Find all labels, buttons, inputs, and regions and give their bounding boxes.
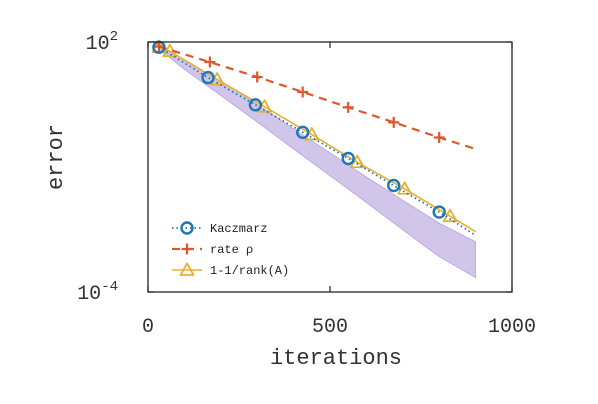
confidence-band [158, 44, 476, 279]
rate-marker [433, 132, 445, 144]
kaczmarz-marker [248, 98, 263, 112]
kaczmarz-marker [296, 125, 310, 140]
legend-label: Kaczmarz [210, 222, 268, 236]
y-tick-base: 10 [86, 33, 110, 56]
series-layer [151, 39, 477, 237]
y-tick-label: 10-4 [77, 279, 118, 306]
y-tick-base: 10 [77, 283, 101, 306]
rate-marker [342, 101, 354, 113]
band-area [158, 44, 476, 279]
series-line [158, 45, 476, 151]
kaczmarz-marker [432, 205, 446, 219]
y-tick-label: 102 [86, 29, 118, 56]
legend-entry: rate ρ [172, 243, 253, 257]
series-0 [152, 40, 477, 237]
y-axis-label: error [44, 124, 69, 190]
x-tick-label: 500 [312, 316, 348, 339]
series-line [158, 46, 477, 237]
legend-entry: 1-1/rank(A) [172, 262, 289, 278]
kaczmarz-marker [180, 221, 194, 235]
legend: Kaczmarz rate ρ 1-1/rank(A) [172, 221, 289, 278]
y-tick-exponent: 2 [110, 29, 118, 45]
rank-marker [442, 208, 458, 223]
kaczmarz-marker [387, 178, 401, 193]
x-tick-label: 0 [142, 316, 154, 339]
y-tick-exponent: -4 [101, 279, 118, 295]
rate-marker [181, 243, 193, 255]
rank-marker [179, 262, 195, 276]
rank-marker [397, 181, 413, 195]
rate-marker [388, 116, 400, 128]
series-2 [151, 39, 477, 233]
rate-marker [251, 71, 263, 83]
rate-marker [204, 56, 216, 68]
kaczmarz-marker [201, 70, 215, 85]
legend-label: 1-1/rank(A) [210, 264, 289, 278]
rate-marker [297, 86, 309, 98]
x-axis-label: iterations [270, 346, 402, 371]
legend-label: rate ρ [210, 243, 253, 257]
x-tick-label: 1000 [488, 316, 536, 339]
legend-entry: Kaczmarz [172, 221, 268, 236]
kaczmarz-marker [341, 151, 355, 166]
